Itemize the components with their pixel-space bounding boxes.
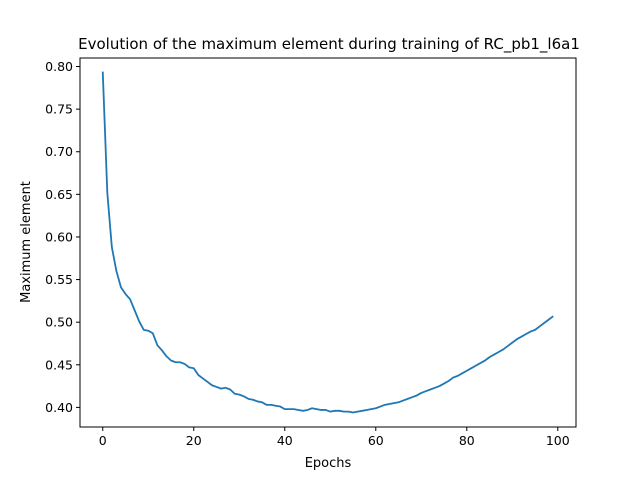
y-tick-label: 0.55: [45, 272, 73, 287]
y-axis-label: Maximum element: [19, 181, 34, 303]
x-axis-label: Epochs: [305, 456, 352, 471]
plot-frame: [79, 57, 577, 428]
series-line-0: [101, 71, 554, 414]
y-tick-label: 0.70: [45, 144, 73, 159]
y-tick-label: 0.50: [45, 315, 73, 330]
y-tick-label: 0.80: [45, 59, 73, 74]
y-tick-label: 0.60: [45, 229, 73, 244]
plot-area: [101, 71, 554, 414]
y-axis: 0.40 0.45 0.50 0.55 0.60 0.65 0.70 0.75 0.80: [45, 59, 80, 415]
x-tick-label: 80: [459, 433, 475, 448]
y-tick-label: 0.45: [45, 357, 73, 372]
x-tick-label: 40: [277, 433, 293, 448]
x-tick-label: 60: [368, 433, 384, 448]
x-axis: 0 20 40 60 80 100: [99, 427, 570, 448]
x-tick-label: 100: [546, 433, 570, 448]
x-tick-label: 20: [186, 433, 202, 448]
y-tick-label: 0.75: [45, 102, 73, 117]
y-tick-label: 0.40: [45, 400, 73, 415]
y-tick-label: 0.65: [45, 187, 73, 202]
x-tick-label: 0: [99, 433, 107, 448]
chart-title: Evolution of the maximum element during …: [78, 35, 580, 54]
